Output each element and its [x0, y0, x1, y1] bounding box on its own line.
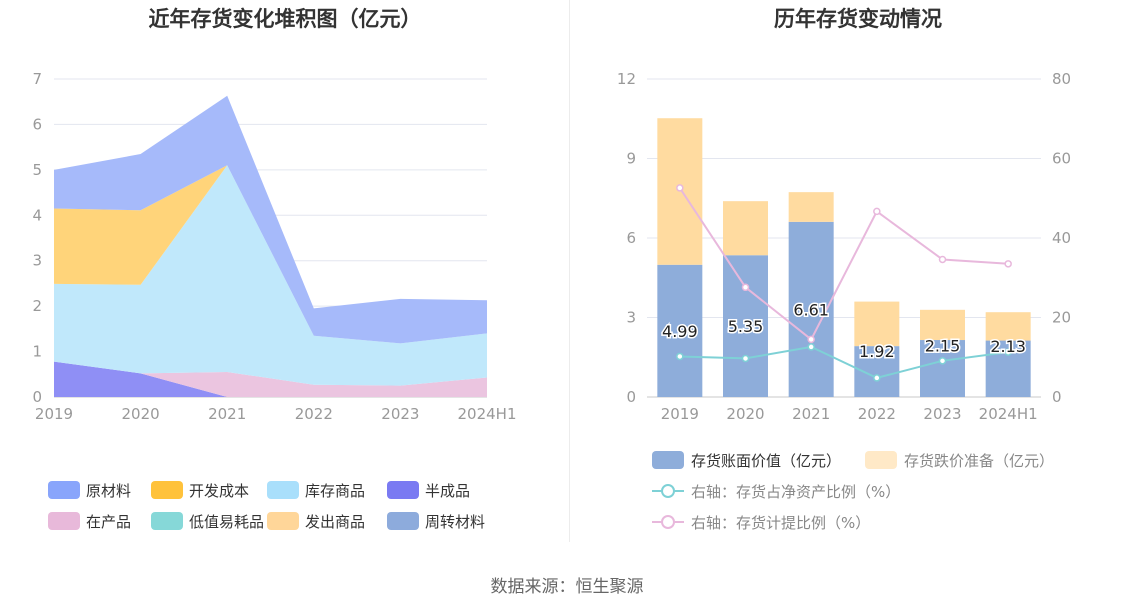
area-series	[54, 95, 487, 344]
right-legend-marker	[661, 515, 675, 529]
bar-book-value	[723, 255, 768, 397]
right-y-tick-label: 9	[626, 150, 636, 168]
line-point	[873, 374, 881, 382]
right-x-tick-label: 2021	[792, 405, 830, 423]
left-x-tick-label: 2023	[381, 405, 419, 423]
left-y-tick-label: 5	[32, 161, 42, 179]
line-point	[873, 207, 881, 216]
bar-impairment	[985, 312, 1031, 341]
right-legend-label: 存货跌价准备（亿元）	[904, 452, 1054, 470]
left-y-tick-label: 6	[32, 115, 42, 133]
data-source-note: 数据来源：恒生聚源	[490, 577, 644, 597]
right-legend-swatch	[652, 451, 684, 469]
left-x-tick-label: 2019	[35, 405, 73, 423]
right-legend-label: 右轴：存货计提比例（%）	[691, 514, 870, 532]
right-y2-tick-label: 40	[1052, 229, 1071, 247]
left-legend-swatch	[387, 512, 419, 530]
line-provision-ratio	[678, 187, 1009, 341]
area-series	[54, 361, 487, 397]
area-series	[54, 165, 487, 386]
left-y-tick-label: 0	[32, 388, 42, 406]
right-y-tick-label: 3	[626, 309, 636, 327]
bar-book-value	[657, 264, 703, 397]
bar-value-label: 2.15	[925, 337, 961, 356]
left-legend-label: 原材料	[86, 482, 131, 500]
right-y2-tick-label: 60	[1052, 150, 1071, 168]
left-x-tick-label: 2020	[122, 405, 160, 423]
line-point	[938, 357, 947, 365]
left-y-tick-label: 1	[32, 343, 42, 361]
right-chart-title: 历年存货变动情况	[774, 7, 942, 31]
right-y-tick-label: 0	[626, 388, 636, 406]
bar-impairment	[920, 309, 965, 341]
bar-value-label: 2.13	[990, 337, 1026, 356]
right-chart: 历年存货变动情况 0 3 6 9 12 0 20 40 60 80 4.99 5.35 6.61 1.92 2…	[617, 7, 1071, 532]
left-legend-swatch	[387, 481, 419, 499]
right-x-tick-label: 2019	[661, 405, 699, 423]
left-legend-swatch	[267, 512, 299, 530]
left-y-tick-label: 3	[32, 252, 42, 270]
area-series	[54, 361, 487, 397]
line-point	[1004, 260, 1012, 268]
left-legend-label: 发出商品	[305, 513, 365, 531]
line-net-asset-ratio	[679, 345, 1009, 379]
chart-divider	[569, 0, 570, 542]
left-legend-swatch	[48, 512, 80, 530]
line-point	[807, 343, 815, 351]
bar-impairment	[723, 201, 768, 256]
line-point	[1004, 348, 1012, 356]
bar-value-label: 6.61	[793, 300, 829, 319]
bar-impairment	[788, 192, 834, 222]
left-y-tick-label: 4	[32, 206, 42, 224]
left-legend-swatch	[48, 481, 80, 499]
line-point	[741, 354, 750, 363]
right-y-tick-label: 12	[617, 70, 636, 88]
line-point	[676, 184, 684, 192]
right-x-tick-label: 2024H1	[979, 405, 1038, 423]
left-x-tick-label: 2022	[295, 405, 333, 423]
bar-value-label: 4.99	[662, 322, 698, 341]
bar-value-label: 5.35	[728, 317, 764, 336]
left-legend-label: 周转材料	[425, 513, 485, 531]
left-legend-label: 低值易耗品	[189, 513, 264, 531]
bar-book-value	[920, 340, 965, 397]
left-x-tick-label: 2021	[208, 405, 246, 423]
right-y-tick-label: 6	[626, 229, 636, 247]
left-chart-title: 近年存货变化堆积图（亿元）	[149, 7, 422, 31]
left-chart: 近年存货变化堆积图（亿元） 0 1 2 3 4 5 6 7 2019 2020 2021 2022 202…	[32, 7, 516, 531]
left-legend-swatch	[267, 481, 299, 499]
right-y2-tick-label: 80	[1052, 70, 1071, 88]
left-x-tick-label: 2024H1	[458, 405, 517, 423]
bar-impairment	[854, 301, 900, 347]
line-point	[676, 352, 684, 361]
line-point	[807, 335, 815, 344]
right-legend-swatch	[865, 451, 897, 469]
left-legend-swatch	[151, 512, 183, 530]
right-x-tick-label: 2022	[858, 405, 896, 423]
right-x-tick-label: 2020	[726, 405, 764, 423]
left-legend-label: 库存商品	[305, 482, 365, 500]
right-legend-label: 右轴：存货占净资产比例（%）	[691, 483, 900, 501]
right-legend-label: 存货账面价值（亿元）	[691, 452, 841, 470]
right-x-tick-label: 2023	[923, 405, 961, 423]
left-legend-label: 开发成本	[189, 482, 249, 500]
area-series	[54, 165, 487, 344]
left-y-tick-label: 7	[32, 70, 42, 88]
left-y-tick-label: 2	[32, 297, 42, 315]
left-legend-label: 半成品	[425, 482, 470, 500]
left-legend-label: 在产品	[86, 513, 131, 531]
line-point	[741, 283, 750, 292]
right-y2-tick-label: 0	[1052, 388, 1062, 406]
bar-value-label: 1.92	[859, 342, 895, 361]
left-legend-swatch	[151, 481, 183, 499]
right-legend-marker	[661, 484, 675, 498]
right-y2-tick-label: 20	[1052, 309, 1071, 327]
line-point	[938, 255, 947, 264]
